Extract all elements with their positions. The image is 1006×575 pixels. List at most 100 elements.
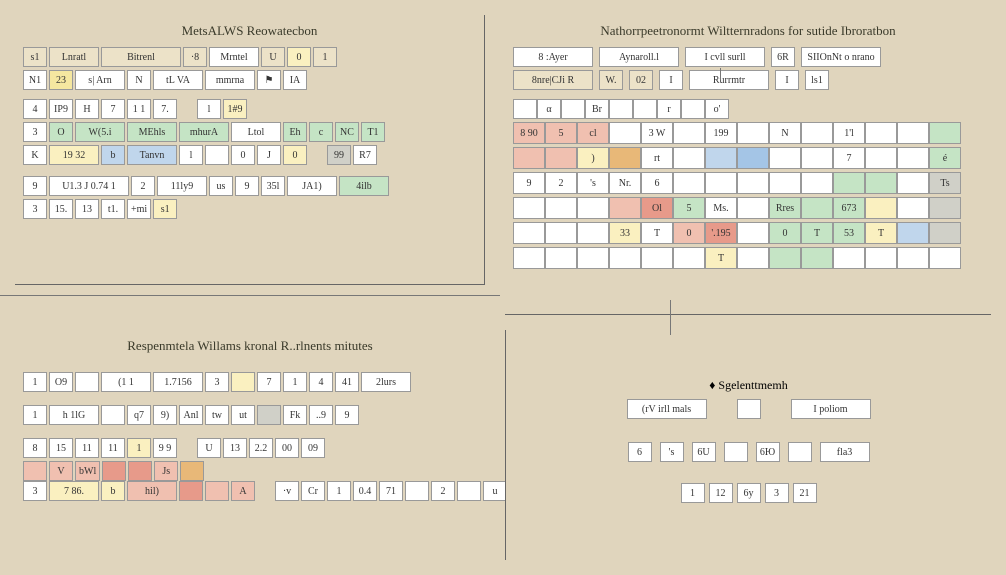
cell: h 1lG bbox=[49, 405, 99, 425]
cell: 0 bbox=[283, 145, 307, 165]
cell: 1 bbox=[127, 438, 151, 458]
grid-cell: 33 bbox=[609, 222, 641, 244]
cell: s| Arn bbox=[75, 70, 125, 90]
grid-cell: cl bbox=[577, 122, 609, 144]
cell: 3 bbox=[205, 372, 229, 392]
cell: Lnratl bbox=[49, 47, 99, 67]
cell: 0 bbox=[231, 145, 255, 165]
grid-cell bbox=[513, 147, 545, 169]
cell: 4 bbox=[309, 372, 333, 392]
cell: 11ly9 bbox=[157, 176, 207, 196]
cell bbox=[257, 481, 273, 501]
cell: NC bbox=[335, 122, 359, 142]
cell: mhurA bbox=[179, 122, 229, 142]
cell bbox=[179, 99, 195, 119]
grid-cell bbox=[577, 197, 609, 219]
cell: 7. bbox=[153, 99, 177, 119]
grid-cell bbox=[609, 247, 641, 269]
cell bbox=[23, 461, 47, 481]
cell: 12 bbox=[709, 483, 733, 503]
cell: K bbox=[23, 145, 47, 165]
grid-cell bbox=[897, 197, 929, 219]
cell bbox=[179, 438, 195, 458]
grid-cell: Rres bbox=[769, 197, 801, 219]
cell: 1 bbox=[283, 372, 307, 392]
grid-cell bbox=[833, 172, 865, 194]
cell: Br bbox=[585, 99, 609, 119]
grid-cell: 7 bbox=[833, 147, 865, 169]
grid-cell bbox=[545, 247, 577, 269]
tl-row4: K19 32bTanvnl0J099R7 bbox=[23, 145, 476, 165]
cell: 9 9 bbox=[153, 438, 177, 458]
cell: I poliom bbox=[791, 399, 871, 419]
cell: c bbox=[309, 122, 333, 142]
cell: 4 bbox=[23, 99, 47, 119]
cell: O9 bbox=[49, 372, 73, 392]
cell: 1 bbox=[23, 405, 47, 425]
panel-top-left: MetsALWS Reowatecbon s1LnratlBitrenl·8Mr… bbox=[15, 15, 485, 285]
cell: Mrntel bbox=[209, 47, 259, 67]
cell: us bbox=[209, 176, 233, 196]
cell: 1.7156 bbox=[153, 372, 203, 392]
grid-cell: 0 bbox=[673, 222, 705, 244]
cell: tw bbox=[205, 405, 229, 425]
cell: +mi bbox=[127, 199, 151, 219]
grid-cell bbox=[865, 197, 897, 219]
cell: Bitrenl bbox=[101, 47, 181, 67]
cell bbox=[405, 481, 429, 501]
cell: 41 bbox=[335, 372, 359, 392]
cell: 19 32 bbox=[49, 145, 99, 165]
grid-cell bbox=[801, 122, 833, 144]
cell: 4ilb bbox=[339, 176, 389, 196]
grid-row: Ol5Ms.Rres673 bbox=[513, 197, 983, 219]
cell: α bbox=[537, 99, 561, 119]
grid-cell bbox=[865, 247, 897, 269]
cell: 1 bbox=[23, 372, 47, 392]
cell: JA1) bbox=[287, 176, 337, 196]
cell: fla3 bbox=[820, 442, 870, 462]
cell: bWl bbox=[75, 461, 100, 481]
cell: s1 bbox=[153, 199, 177, 219]
cell: ls1 bbox=[805, 70, 829, 90]
cell bbox=[205, 145, 229, 165]
grid-cell bbox=[769, 147, 801, 169]
cell: 1 bbox=[313, 47, 337, 67]
cell bbox=[788, 442, 812, 462]
cell: I bbox=[775, 70, 799, 90]
cell: I cvll surll bbox=[685, 47, 765, 67]
cell: 6 bbox=[628, 442, 652, 462]
cell: b bbox=[101, 145, 125, 165]
grid-cell: 673 bbox=[833, 197, 865, 219]
grid-cell bbox=[801, 147, 833, 169]
cell: ut bbox=[231, 405, 255, 425]
grid-cell bbox=[641, 247, 673, 269]
cell: 3 bbox=[23, 481, 47, 501]
cell: hil) bbox=[127, 481, 177, 501]
cell: ·v bbox=[275, 481, 299, 501]
cell: (rV irll mals bbox=[627, 399, 707, 419]
cell bbox=[205, 481, 229, 501]
grid-cell bbox=[929, 247, 961, 269]
cell: Js bbox=[154, 461, 178, 481]
tr-header2: 8nre|CJi RW.02IRurrmtrIls1 bbox=[513, 70, 983, 90]
cell: IA bbox=[283, 70, 307, 90]
cell bbox=[101, 405, 125, 425]
cell: (1 1 bbox=[101, 372, 151, 392]
cell: T1 bbox=[361, 122, 385, 142]
tr-grid: 8 905cl3 W199N1'l)rt7é92'sNr.6TsOl5Ms.Rr… bbox=[513, 122, 983, 269]
cell: 2 bbox=[131, 176, 155, 196]
grid-cell bbox=[801, 247, 833, 269]
panel-br-title: ♦ Sgelenttmemh bbox=[514, 378, 983, 393]
grid-row: 33T0'.1950T53T bbox=[513, 222, 983, 244]
bl-row4: VbWl Js bbox=[23, 461, 477, 481]
br-row1: 6's6U6Юfla3 bbox=[514, 442, 983, 462]
cell: V bbox=[49, 461, 73, 481]
cell: 3 bbox=[23, 122, 47, 142]
cell: 1#9 bbox=[223, 99, 247, 119]
cell: 8 :Ayer bbox=[513, 47, 593, 67]
grid-row: T bbox=[513, 247, 983, 269]
grid-row: 92'sNr.6Ts bbox=[513, 172, 983, 194]
panel-bl-title: Respenmtela Willams kronal R..rlnents mi… bbox=[23, 338, 477, 354]
grid-cell bbox=[513, 247, 545, 269]
tl-row5: 9U1.3 J 0.74 1211ly9us935lJA1)4ilb bbox=[23, 176, 476, 196]
